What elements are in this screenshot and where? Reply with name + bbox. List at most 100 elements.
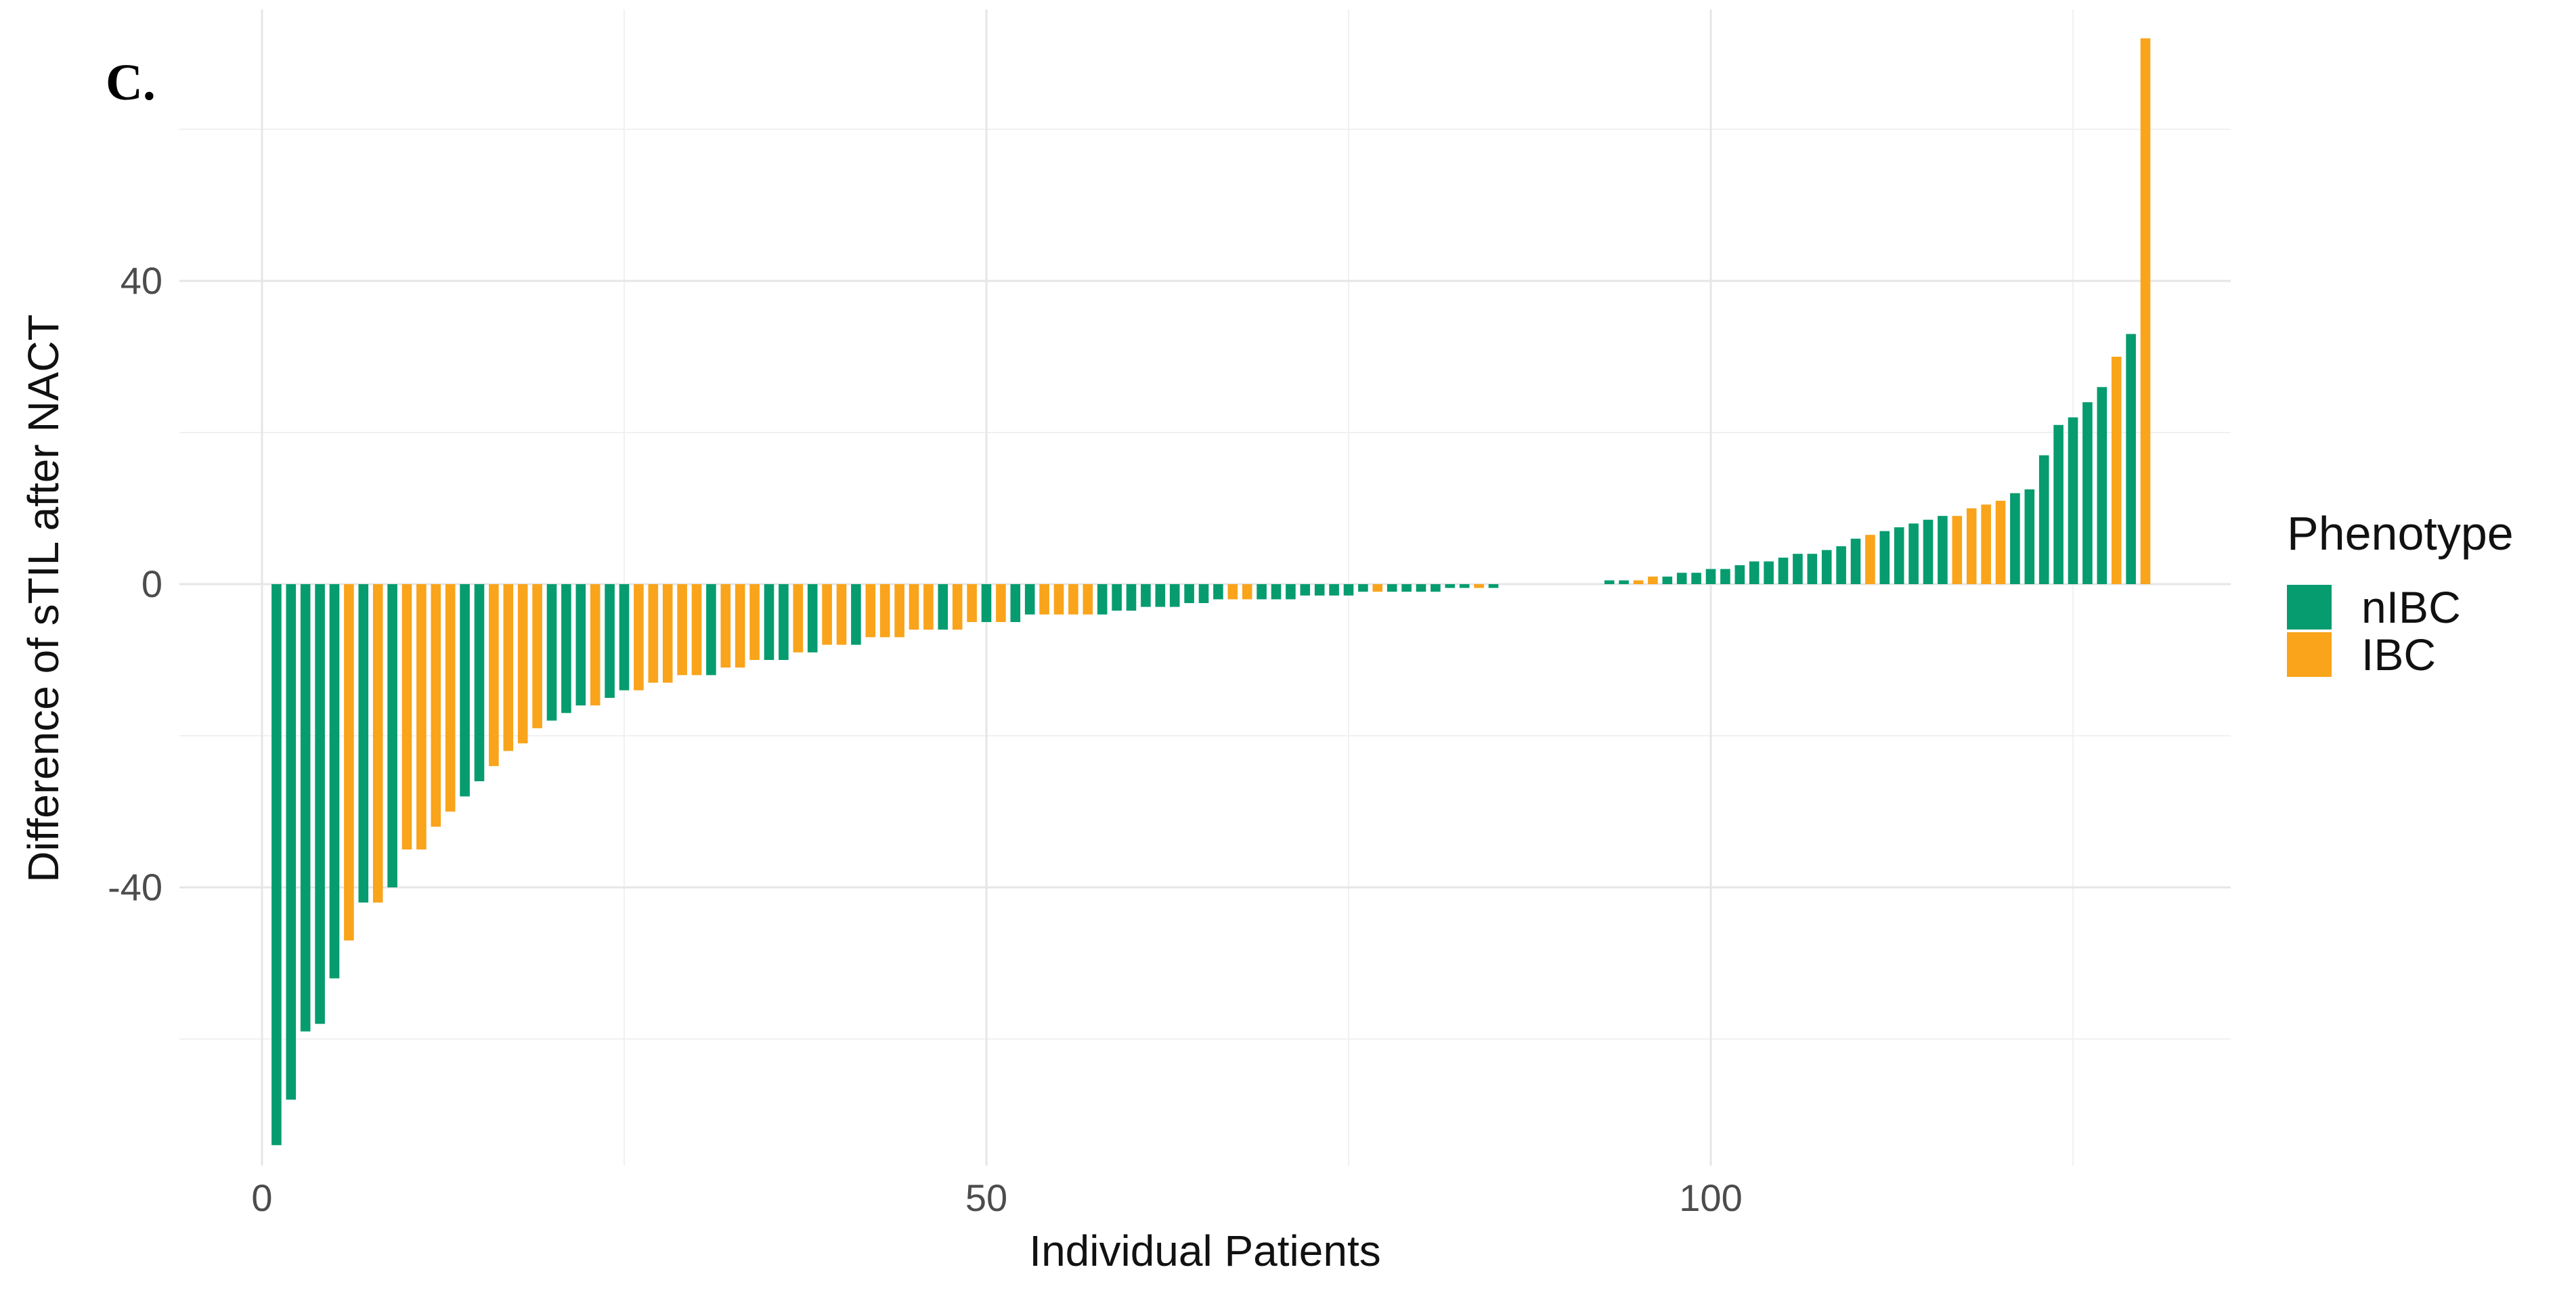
patient-bar bbox=[1387, 584, 1397, 592]
patient-bar bbox=[1053, 584, 1064, 615]
patient-bar bbox=[1894, 527, 1904, 584]
patient-bar bbox=[1749, 561, 1760, 584]
patient-bar bbox=[1648, 576, 1658, 584]
patient-bar bbox=[1807, 554, 1818, 584]
patient-bar bbox=[1879, 531, 1890, 584]
patient-bar bbox=[1908, 523, 1919, 584]
patient-bar bbox=[822, 584, 832, 645]
patient-bar bbox=[1257, 584, 1267, 600]
patient-bar bbox=[1126, 584, 1137, 611]
patient-bar bbox=[1227, 584, 1238, 600]
patient-bar bbox=[1445, 584, 1456, 588]
patient-bar bbox=[315, 584, 325, 1024]
patient-bar bbox=[1343, 584, 1354, 596]
patient-bar bbox=[1734, 565, 1745, 584]
patient-bar bbox=[561, 584, 571, 713]
patient-bar bbox=[2068, 417, 2078, 584]
patient-bar bbox=[952, 584, 963, 630]
patient-bar bbox=[764, 584, 774, 660]
patient-bar bbox=[372, 584, 383, 903]
patient-bar bbox=[503, 584, 514, 751]
patient-bar bbox=[677, 584, 687, 676]
patient-bar bbox=[1691, 573, 1701, 584]
patient-bar bbox=[1314, 584, 1325, 596]
patient-bar bbox=[489, 584, 499, 766]
patient-bar bbox=[1474, 584, 1484, 588]
patient-bar bbox=[605, 584, 615, 698]
patient-bar bbox=[851, 584, 861, 645]
patient-bar bbox=[981, 584, 992, 622]
patient-bar bbox=[691, 584, 702, 676]
patient-bar bbox=[431, 584, 441, 827]
patient-bar bbox=[749, 584, 760, 660]
patient-bar bbox=[1401, 584, 1412, 592]
patient-bar bbox=[1097, 584, 1108, 615]
patient-bar bbox=[836, 584, 847, 645]
legend-title: Phenotype bbox=[2287, 507, 2514, 560]
patient-bar bbox=[1459, 584, 1470, 588]
x-axis-title: Individual Patients bbox=[1029, 1227, 1381, 1275]
patient-bar bbox=[2038, 455, 2049, 584]
patient-bar bbox=[416, 584, 427, 849]
patient-bar bbox=[1271, 584, 1282, 600]
patient-bar bbox=[996, 584, 1006, 622]
patient-bar bbox=[1155, 584, 1166, 607]
patient-bar bbox=[2111, 357, 2122, 584]
patient-bar bbox=[1198, 584, 1209, 603]
patient-bar bbox=[517, 584, 528, 744]
patient-bar bbox=[865, 584, 876, 638]
panel-label: C. bbox=[106, 54, 156, 111]
patient-bar bbox=[546, 584, 557, 721]
patient-bar bbox=[1329, 584, 1339, 596]
patient-bar bbox=[1112, 584, 1122, 611]
y-tick-label: 40 bbox=[120, 259, 162, 302]
patient-bar bbox=[1966, 508, 1977, 584]
patient-bar bbox=[1705, 569, 1716, 584]
patient-bar bbox=[923, 584, 934, 630]
patient-bar bbox=[1039, 584, 1049, 615]
x-tick-label: 0 bbox=[251, 1176, 273, 1219]
patient-bar bbox=[1358, 584, 1368, 592]
legend-label-ibc: IBC bbox=[2361, 630, 2437, 680]
patient-bar bbox=[1184, 584, 1194, 603]
patient-bar bbox=[1952, 516, 1963, 584]
patient-bar bbox=[662, 584, 673, 683]
patient-bar bbox=[575, 584, 586, 706]
patient-bar bbox=[344, 584, 354, 941]
legend-item-ibc: IBC bbox=[2287, 632, 2514, 677]
patient-bar bbox=[300, 584, 311, 1032]
patient-bar bbox=[1286, 584, 1296, 600]
patient-bar bbox=[1981, 504, 1991, 584]
patient-bar bbox=[1836, 546, 1846, 584]
patient-bar bbox=[2097, 387, 2108, 584]
patient-bar bbox=[2053, 424, 2064, 584]
patient-bar bbox=[1865, 535, 1875, 584]
patient-bar bbox=[387, 584, 397, 887]
patient-bar bbox=[706, 584, 716, 676]
patient-bar bbox=[1778, 557, 1789, 584]
legend: Phenotype nIBC IBC bbox=[2287, 505, 2514, 680]
patient-bar bbox=[401, 584, 412, 849]
patient-bar bbox=[1821, 550, 1832, 584]
patient-bar bbox=[634, 584, 644, 690]
patient-bar bbox=[1083, 584, 1093, 615]
patient-bar bbox=[1995, 500, 2006, 584]
patient-bar bbox=[1488, 584, 1499, 588]
patient-bar bbox=[879, 584, 890, 638]
patient-bar bbox=[779, 584, 789, 660]
patient-bar bbox=[1372, 584, 1383, 592]
patient-bar bbox=[619, 584, 630, 690]
patient-bar bbox=[445, 584, 456, 812]
x-tick-label: 100 bbox=[1679, 1176, 1743, 1219]
patient-bar bbox=[1242, 584, 1252, 600]
patient-bar bbox=[474, 584, 485, 782]
patient-bar bbox=[329, 584, 340, 979]
patient-bar bbox=[590, 584, 601, 706]
patient-bar bbox=[1676, 573, 1687, 584]
patient-bar bbox=[1068, 584, 1078, 615]
patient-bar bbox=[1416, 584, 1426, 592]
patient-bar bbox=[1169, 584, 1180, 607]
patient-bar bbox=[1604, 580, 1615, 584]
patient-bar bbox=[286, 584, 297, 1100]
